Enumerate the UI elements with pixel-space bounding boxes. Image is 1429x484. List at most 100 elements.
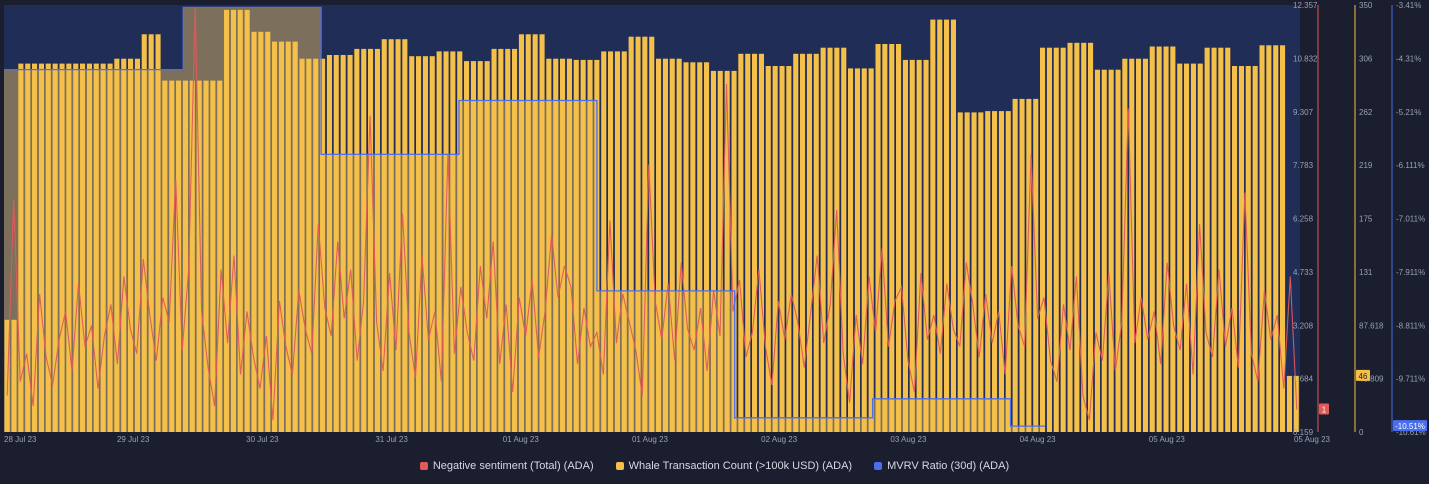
- sentiment-tick-label: 4.733: [1293, 268, 1314, 277]
- whale-bar: [978, 112, 984, 433]
- whale-bar: [628, 36, 634, 432]
- whale-bar: [1115, 69, 1121, 432]
- legend-label: Whale Transaction Count (>100k USD) (ADA…: [628, 460, 853, 472]
- whale-current-value: 46: [1359, 372, 1368, 381]
- whale-tick-label: 219: [1359, 161, 1373, 170]
- legend-item-whale-transactions[interactable]: Whale Transaction Count (>100k USD) (ADA…: [615, 460, 853, 472]
- whale-bar: [518, 34, 524, 433]
- whale-bar: [498, 48, 504, 433]
- mvrv-tick-label: -3.41%: [1396, 1, 1421, 10]
- sentiment-tick-label: 3.208: [1293, 321, 1314, 330]
- whale-bar: [800, 53, 806, 433]
- whale-bar: [1012, 98, 1018, 433]
- whale-bar: [944, 19, 950, 432]
- whale-bar: [937, 19, 943, 432]
- whale-bar: [457, 51, 463, 433]
- whale-bar: [395, 39, 401, 432]
- whale-bar: [1259, 45, 1265, 433]
- whale-bar: [443, 51, 449, 433]
- whale-bar: [1197, 63, 1203, 432]
- x-tick-label: 30 Jul 23: [246, 435, 279, 444]
- whale-bar: [162, 80, 168, 432]
- whale-bar: [491, 48, 497, 433]
- whale-bar: [683, 62, 689, 433]
- whale-bar: [422, 56, 428, 432]
- whale-bar: [45, 63, 51, 432]
- x-tick-label: 05 Aug 23: [1149, 435, 1186, 444]
- whale-bar: [820, 47, 826, 432]
- whale-bar: [1225, 47, 1231, 432]
- whale-bar: [18, 63, 24, 432]
- whale-bar: [772, 66, 778, 432]
- whale-bar: [1245, 66, 1251, 432]
- whale-bar: [361, 48, 367, 433]
- whale-bar: [1184, 63, 1190, 432]
- legend-label: Negative sentiment (Total) (ADA): [432, 460, 594, 472]
- whale-bar: [237, 9, 243, 433]
- whale-bar: [354, 48, 360, 433]
- whale-bar: [470, 61, 476, 432]
- whale-bar: [1067, 42, 1073, 433]
- whale-bar: [436, 51, 442, 433]
- whale-bar: [580, 59, 586, 433]
- whale-bar: [4, 319, 10, 432]
- sentiment-line: [6, 6, 1298, 421]
- whale-bar: [745, 53, 751, 433]
- whale-bar: [381, 39, 387, 432]
- sentiment-tick-label: 1.684: [1293, 375, 1314, 384]
- x-tick-label: 03 Aug 23: [890, 435, 927, 444]
- whale-bar: [882, 44, 888, 432]
- whale-bar: [1088, 42, 1094, 433]
- mvrv-tick-label: -7.911%: [1396, 268, 1425, 277]
- whale-bar: [621, 51, 627, 433]
- sentiment-tick-label: 7.783: [1293, 161, 1314, 170]
- whale-bar: [697, 62, 703, 433]
- whale-tick-label: 87.618: [1359, 321, 1384, 330]
- whale-bar: [868, 68, 874, 433]
- whale-tick-label: 350: [1359, 1, 1373, 10]
- legend-item-negative-sentiment[interactable]: Negative sentiment (Total) (ADA): [419, 460, 594, 472]
- sentiment-current-value: 1: [1322, 406, 1327, 415]
- whale-bar: [210, 80, 216, 432]
- mvrv-current-badge: [1393, 420, 1427, 432]
- whale-bar: [59, 63, 65, 432]
- whale-bar: [566, 58, 572, 432]
- whale-bar: [272, 41, 278, 432]
- whale-bar: [587, 59, 593, 433]
- whale-bar: [896, 44, 902, 432]
- whale-bar: [278, 41, 284, 432]
- whale-bar: [1081, 42, 1087, 433]
- whale-bar: [1005, 111, 1011, 432]
- whale-bar: [299, 58, 305, 432]
- whale-bar: [635, 36, 641, 432]
- whale-bar: [710, 70, 716, 433]
- chart-legend: Negative sentiment (Total) (ADA) Whale T…: [0, 456, 1429, 476]
- whale-bar: [1149, 46, 1155, 432]
- x-tick-label: 05 Aug 23: [1294, 435, 1331, 444]
- whale-bar: [38, 63, 44, 432]
- whale-bar: [477, 61, 483, 432]
- x-tick-label: 28 Jul 23: [4, 435, 37, 444]
- whale-bar: [553, 58, 559, 432]
- whale-bar: [1053, 47, 1059, 432]
- whale-bar: [121, 58, 127, 432]
- whale-bar: [525, 34, 531, 433]
- whale-bar: [1280, 45, 1286, 433]
- whale-bar: [217, 80, 223, 432]
- whale-bar: [930, 19, 936, 432]
- combo-chart: 0.159 1.684 3.208 4.733 6.258 7.783 9.307 10.83…: [4, 1, 1427, 444]
- sentiment-tick-label: 6.258: [1293, 215, 1314, 224]
- whale-bar: [669, 58, 675, 432]
- legend-item-mvrv-ratio[interactable]: MVRV Ratio (30d) (ADA): [874, 460, 1009, 472]
- whale-bar: [573, 59, 579, 433]
- whale-bar: [1046, 47, 1052, 432]
- x-tick-label: 29 Jul 23: [117, 435, 150, 444]
- whale-bar: [902, 59, 908, 433]
- whale-bar: [292, 41, 298, 432]
- whale-bar: [285, 41, 291, 432]
- whale-bar: [848, 68, 854, 433]
- whale-bar: [676, 58, 682, 432]
- legend-label: MVRV Ratio (30d) (ADA): [887, 460, 1010, 472]
- whale-bar: [786, 66, 792, 432]
- sentiment-tick-label: 10.832: [1293, 54, 1318, 63]
